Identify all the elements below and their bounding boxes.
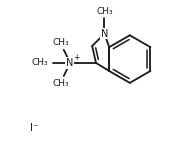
Text: I⁻: I⁻ [30, 123, 39, 133]
Text: CH₃: CH₃ [52, 79, 69, 88]
Text: N: N [101, 29, 108, 39]
Text: CH₃: CH₃ [32, 58, 48, 67]
Text: N: N [66, 58, 74, 68]
Text: CH₃: CH₃ [52, 38, 69, 47]
Text: +: + [73, 53, 79, 62]
Text: CH₃: CH₃ [96, 7, 113, 16]
